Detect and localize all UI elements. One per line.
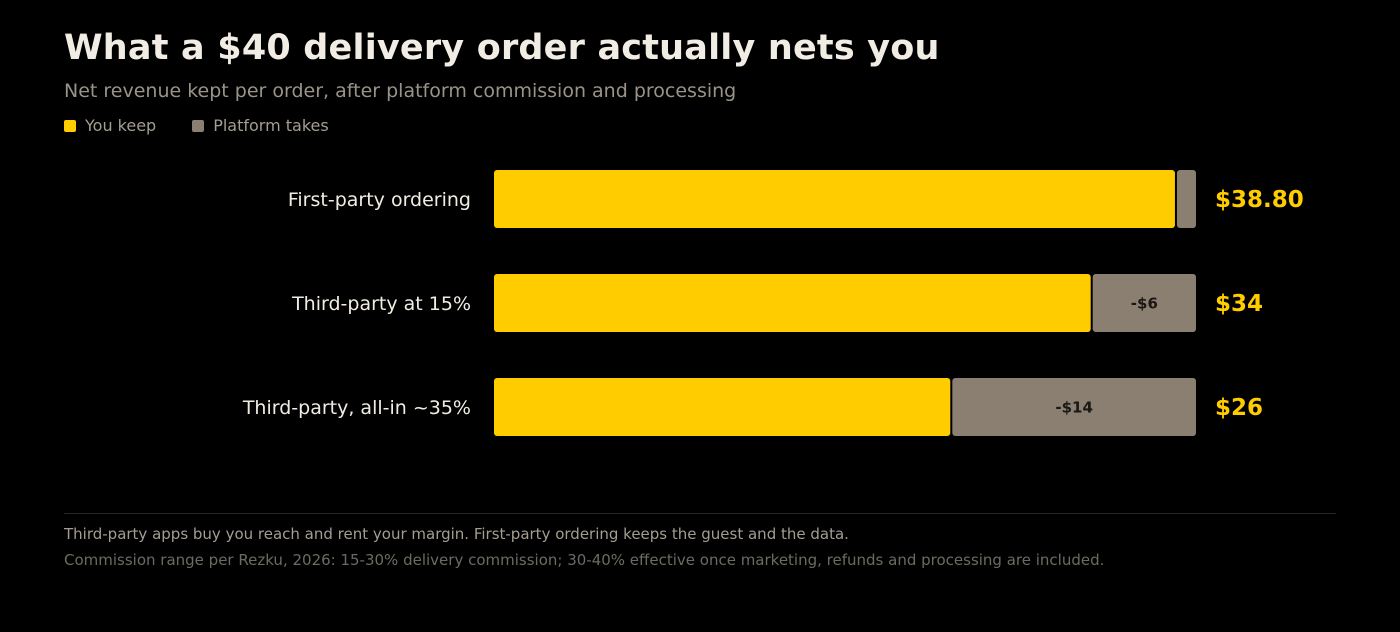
deduction-label: -$14 <box>1055 399 1093 417</box>
bar-platform <box>1176 170 1196 228</box>
value-label: $38.80 <box>1215 187 1304 213</box>
value-label: $26 <box>1215 395 1263 421</box>
chart-subtitle: Net revenue kept per order, after platfo… <box>64 80 737 102</box>
bar-chart: First-party ordering $38.80 Third-party at… <box>242 170 1304 436</box>
chart-title: What a $40 delivery order actually nets … <box>64 28 940 68</box>
legend-swatch-keep <box>64 119 76 132</box>
legend-label-platform: Platform takes <box>213 116 329 135</box>
category-label: Third-party at 15% <box>291 293 471 315</box>
bar-keep <box>494 378 951 436</box>
bar-platform <box>1092 274 1196 332</box>
legend-item-keep: You keep <box>64 116 156 135</box>
legend-label-keep: You keep <box>85 116 157 135</box>
category-label: Third-party, all-in ~35% <box>242 397 471 419</box>
bar-keep <box>494 274 1091 332</box>
footer-source: Commission range per Rezku, 2026: 15-30%… <box>64 551 1105 569</box>
legend: You keep Platform takes <box>64 116 365 135</box>
deduction-label: -$6 <box>1131 295 1158 313</box>
bar-platform <box>952 378 1196 436</box>
bar-keep <box>494 170 1175 228</box>
legend-swatch-platform <box>192 119 205 132</box>
footer-divider <box>64 513 1336 514</box>
category-label: First-party ordering <box>288 189 471 211</box>
legend-item-platform: Platform takes <box>192 116 329 135</box>
value-label: $34 <box>1215 291 1263 317</box>
footer-note: Third-party apps buy you reach and rent … <box>64 525 849 543</box>
